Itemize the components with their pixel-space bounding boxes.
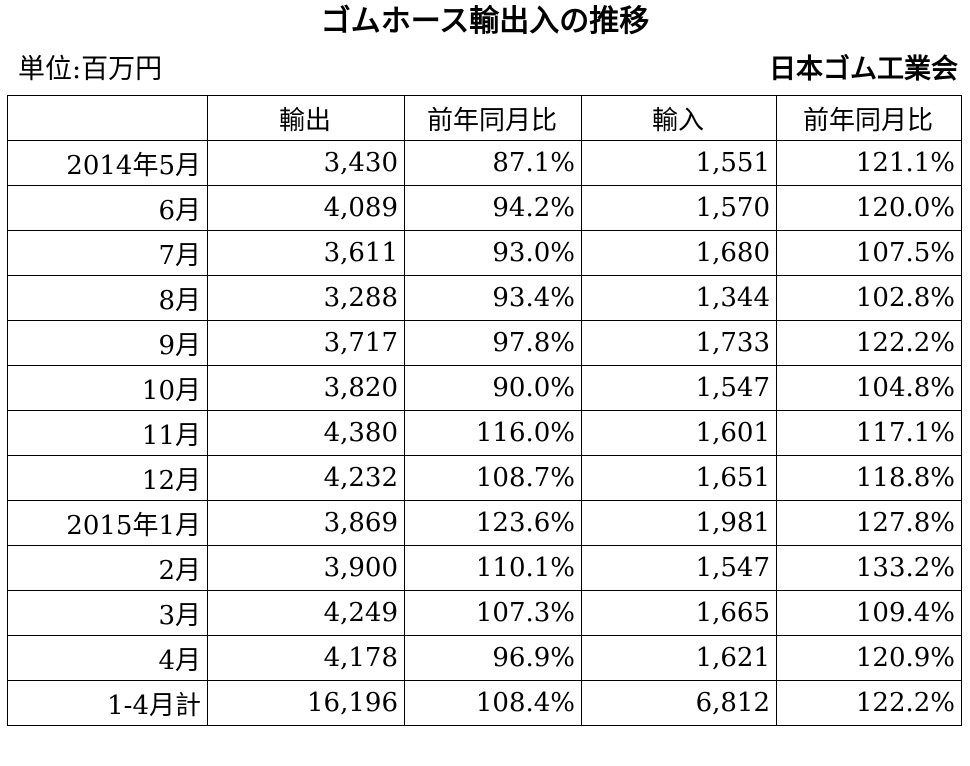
- exports-yoy-cell: 93.0%: [404, 230, 582, 276]
- imports-yoy-cell: 121.1%: [776, 140, 962, 186]
- exports-yoy-cell: 116.0%: [404, 410, 582, 456]
- exports-cell: 3,611: [207, 230, 405, 276]
- period-cell: 9月: [7, 320, 208, 366]
- exports-yoy-cell: 94.2%: [404, 185, 582, 231]
- imports-cell: 1,680: [581, 230, 777, 276]
- exports-yoy-cell: 90.0%: [404, 365, 582, 411]
- unit-label: 単位:百万円: [18, 54, 163, 85]
- period-cell: 7月: [7, 230, 208, 276]
- exports-yoy-cell: 108.7%: [404, 455, 582, 501]
- period-cell: 3月: [7, 590, 208, 636]
- header-row: 輸出 前年同月比 輸入 前年同月比: [7, 95, 962, 141]
- imports-yoy-cell: 102.8%: [776, 275, 962, 321]
- imports-cell: 1,570: [581, 185, 777, 231]
- imports-yoy-cell: 107.5%: [776, 230, 962, 276]
- imports-cell: 1,551: [581, 140, 777, 186]
- table-row: 7月 3,611 93.0% 1,680 107.5%: [7, 230, 962, 276]
- page-title: ゴムホース輸出入の推移: [320, 4, 650, 39]
- period-cell: 8月: [7, 275, 208, 321]
- period-cell: 1-4月計: [7, 680, 208, 726]
- period-cell: 6月: [7, 185, 208, 231]
- period-cell: 11月: [7, 410, 208, 456]
- exports-cell: 4,178: [207, 635, 405, 681]
- imports-yoy-cell: 118.8%: [776, 455, 962, 501]
- imports-yoy-cell: 120.9%: [776, 635, 962, 681]
- table-row: 1-4月計 16,196 108.4% 6,812 122.2%: [7, 680, 962, 726]
- table-row: 4月 4,178 96.9% 1,621 120.9%: [7, 635, 962, 681]
- imports-cell: 1,665: [581, 590, 777, 636]
- imports-cell: 1,621: [581, 635, 777, 681]
- exports-yoy-cell: 110.1%: [404, 545, 582, 591]
- table-row: 2015年1月 3,869 123.6% 1,981 127.8%: [7, 500, 962, 546]
- imports-cell: 1,651: [581, 455, 777, 501]
- source-label: 日本ゴム工業会: [769, 54, 958, 85]
- exports-cell: 16,196: [207, 680, 405, 726]
- exports-yoy-cell: 93.4%: [404, 275, 582, 321]
- imports-yoy-cell: 120.0%: [776, 185, 962, 231]
- header-exports: 輸出: [207, 95, 405, 141]
- exports-cell: 3,717: [207, 320, 405, 366]
- table-row: 11月 4,380 116.0% 1,601 117.1%: [7, 410, 962, 456]
- exports-cell: 3,869: [207, 500, 405, 546]
- exports-yoy-cell: 97.8%: [404, 320, 582, 366]
- exports-cell: 4,249: [207, 590, 405, 636]
- exports-cell: 3,288: [207, 275, 405, 321]
- table-row: 2014年5月 3,430 87.1% 1,551 121.1%: [7, 140, 962, 186]
- table-row: 12月 4,232 108.7% 1,651 118.8%: [7, 455, 962, 501]
- hose-trade-table: 輸出 前年同月比 輸入 前年同月比 2014年5月 3,430 87.1% 1,551…: [7, 95, 962, 726]
- period-cell: 2月: [7, 545, 208, 591]
- exports-yoy-cell: 108.4%: [404, 680, 582, 726]
- period-cell: 12月: [7, 455, 208, 501]
- period-cell: 2015年1月: [7, 500, 208, 546]
- exports-cell: 4,089: [207, 185, 405, 231]
- imports-cell: 1,981: [581, 500, 777, 546]
- imports-yoy-cell: 117.1%: [776, 410, 962, 456]
- imports-cell: 1,601: [581, 410, 777, 456]
- imports-yoy-cell: 133.2%: [776, 545, 962, 591]
- exports-yoy-cell: 123.6%: [404, 500, 582, 546]
- table-row: 6月 4,089 94.2% 1,570 120.0%: [7, 185, 962, 231]
- table-row: 8月 3,288 93.4% 1,344 102.8%: [7, 275, 962, 321]
- imports-yoy-cell: 122.2%: [776, 680, 962, 726]
- imports-cell: 6,812: [581, 680, 777, 726]
- exports-yoy-cell: 87.1%: [404, 140, 582, 186]
- header-period: [7, 95, 208, 141]
- table-row: 3月 4,249 107.3% 1,665 109.4%: [7, 590, 962, 636]
- header-exports-yoy: 前年同月比: [404, 95, 582, 141]
- header-imports-yoy: 前年同月比: [776, 95, 962, 141]
- table-row: 2月 3,900 110.1% 1,547 133.2%: [7, 545, 962, 591]
- exports-cell: 3,820: [207, 365, 405, 411]
- exports-cell: 3,900: [207, 545, 405, 591]
- header-imports: 輸入: [581, 95, 777, 141]
- period-cell: 4月: [7, 635, 208, 681]
- imports-yoy-cell: 122.2%: [776, 320, 962, 366]
- period-cell: 10月: [7, 365, 208, 411]
- imports-yoy-cell: 127.8%: [776, 500, 962, 546]
- imports-cell: 1,733: [581, 320, 777, 366]
- imports-cell: 1,344: [581, 275, 777, 321]
- exports-cell: 4,380: [207, 410, 405, 456]
- exports-yoy-cell: 107.3%: [404, 590, 582, 636]
- imports-cell: 1,547: [581, 545, 777, 591]
- period-cell: 2014年5月: [7, 140, 208, 186]
- exports-yoy-cell: 96.9%: [404, 635, 582, 681]
- exports-cell: 4,232: [207, 455, 405, 501]
- exports-cell: 3,430: [207, 140, 405, 186]
- table-body: 2014年5月 3,430 87.1% 1,551 121.1% 6月 4,089 94.2%…: [7, 140, 962, 726]
- imports-cell: 1,547: [581, 365, 777, 411]
- table-row: 10月 3,820 90.0% 1,547 104.8%: [7, 365, 962, 411]
- imports-yoy-cell: 109.4%: [776, 590, 962, 636]
- table-row: 9月 3,717 97.8% 1,733 122.2%: [7, 320, 962, 366]
- imports-yoy-cell: 104.8%: [776, 365, 962, 411]
